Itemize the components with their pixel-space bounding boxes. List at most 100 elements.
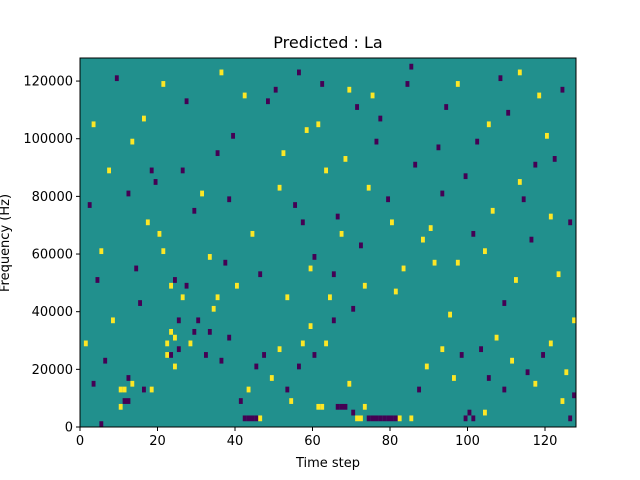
heatmap-cell [455,259,460,266]
heatmap-cell [300,340,305,347]
x-axis-label: Time step [295,456,360,471]
heatmap-cell [517,69,522,76]
heatmap-cell [471,230,476,237]
heatmap-cell [118,386,123,393]
heatmap-cell [297,69,301,76]
heatmap-cell [126,375,131,381]
heatmap-cell [235,282,239,289]
heatmap-cell [227,196,232,203]
heatmap-cell [211,305,216,312]
heatmap-cell [479,346,484,353]
heatmap-cell [293,202,298,208]
heatmap-cell [572,317,577,324]
heatmap-cell [564,369,569,376]
heatmap-cell [390,415,394,422]
heatmap-cell [258,415,263,422]
heatmap-cell [393,415,398,422]
heatmap-cell [529,236,534,243]
heatmap-cell [196,317,201,324]
heatmap-cell [173,363,177,370]
x-tick-label: 20 [149,434,166,449]
heatmap-cell [444,104,449,110]
heatmap-cell [204,352,208,358]
heatmap-cell [200,190,205,197]
heatmap-cell [537,92,542,99]
heatmap-cell [331,317,336,324]
heatmap-cell [510,357,515,364]
heatmap-cell [223,259,228,266]
heatmap-cell [145,219,150,226]
heatmap-cell [273,86,278,93]
y-tick-label: 120000 [23,75,73,90]
heatmap-cell [304,127,309,133]
y-axis-label: Frequency (Hz) [0,194,13,292]
heatmap-cell [552,156,557,162]
heatmap-cell [95,277,100,283]
heatmap-cell [514,277,518,283]
heatmap-cell [246,386,251,393]
y-tick-label: 80000 [32,190,73,205]
heatmap-cell [374,138,379,145]
heatmap-cell [180,294,185,301]
heatmap-cell [343,156,348,162]
heatmap-cell [169,328,174,335]
heatmap-cell [277,346,282,353]
heatmap-cell [506,109,511,116]
y-tick-label: 40000 [32,305,73,320]
heatmap-cell [556,271,561,278]
heatmap-cell [107,167,112,174]
heatmap-cell [374,415,379,422]
heatmap-cell [471,415,476,422]
heatmap-cell [312,352,317,358]
heatmap-cell [173,277,177,283]
heatmap-cell [316,403,321,410]
heatmap-cell [502,300,507,306]
heatmap-cell [331,271,336,278]
heatmap-cell [316,121,321,128]
y-axis: 0 20000 40000 60000 80000 100000 120000 [23,75,80,436]
heatmap-cell [347,86,352,93]
heatmap-cell [250,230,255,237]
heatmap-cell [126,398,131,404]
heatmap-cell [169,352,174,358]
heatmap-cell [83,340,88,347]
heatmap-cell [386,196,391,203]
heatmap-cell [157,230,162,237]
heatmap-cell [238,398,243,404]
heatmap-cell [176,317,181,324]
heatmap-cell [548,213,553,220]
heatmap-cell [215,150,220,157]
heatmap-cell [254,415,259,422]
heatmap-cell [138,300,143,306]
heatmap-cell [165,352,170,358]
plot-area [79,57,577,428]
heatmap-cell [308,265,313,272]
heatmap-cell [440,346,445,353]
heatmap-cell [328,294,332,301]
heatmap-cell [359,242,363,249]
heatmap-cell [568,415,573,422]
heatmap-cell [483,248,487,255]
heatmap-cell [463,415,468,422]
heatmap-cell [335,403,340,410]
heatmap-cell [351,305,356,312]
heatmap-cell [289,398,294,404]
heatmap-cell [366,415,371,422]
heatmap-cell [188,340,193,347]
heatmap-cell [362,282,367,289]
heatmap-cell [548,340,553,347]
heatmap-cell [335,213,340,220]
heatmap-cell [362,403,367,410]
heatmap-cell [486,375,491,381]
heatmap-cell [126,190,131,197]
heatmap-cell [269,375,274,381]
heatmap-cell [525,369,530,376]
heatmap-cell [192,207,197,214]
heatmap-cell [207,254,212,260]
heatmap-cell [122,386,127,393]
heatmap-cell [312,254,317,260]
heatmap-cell [463,173,468,180]
heatmap-cell [161,248,166,255]
heatmap-cell [308,323,313,329]
